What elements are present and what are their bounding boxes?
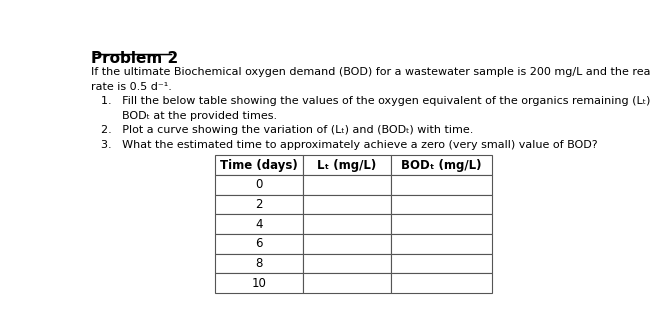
Bar: [303, 156, 391, 175]
Text: If the ultimate Biochemical oxygen demand (BOD) for a wastewater sample is 200 m: If the ultimate Biochemical oxygen deman…: [91, 68, 650, 78]
Bar: [214, 156, 303, 175]
Bar: [214, 234, 303, 254]
Bar: [303, 234, 391, 254]
Bar: [391, 274, 492, 293]
Bar: [303, 195, 391, 214]
Text: 6: 6: [255, 238, 263, 250]
Text: Time (days): Time (days): [220, 159, 298, 172]
Text: 0: 0: [255, 178, 263, 192]
Bar: [214, 175, 303, 195]
Text: 2.   Plot a curve showing the variation of (Lₜ) and (BODₜ) with time.: 2. Plot a curve showing the variation of…: [101, 125, 474, 135]
Text: BODₜ (mg/L): BODₜ (mg/L): [401, 159, 482, 172]
Text: 10: 10: [252, 277, 266, 290]
Bar: [391, 214, 492, 234]
Bar: [391, 234, 492, 254]
Bar: [303, 274, 391, 293]
Text: 3.   What the estimated time to approximately achieve a zero (very small) value : 3. What the estimated time to approximat…: [101, 140, 598, 150]
Bar: [303, 254, 391, 274]
Text: Lₜ (mg/L): Lₜ (mg/L): [317, 159, 376, 172]
Bar: [391, 195, 492, 214]
Text: rate is 0.5 d⁻¹.: rate is 0.5 d⁻¹.: [91, 82, 172, 92]
Text: 2: 2: [255, 198, 263, 211]
Bar: [214, 274, 303, 293]
Bar: [303, 214, 391, 234]
Bar: [391, 254, 492, 274]
Bar: [214, 254, 303, 274]
Bar: [214, 195, 303, 214]
Bar: [214, 214, 303, 234]
Bar: [303, 175, 391, 195]
Text: Problem 2: Problem 2: [91, 51, 179, 66]
Text: 1.   Fill the below table showing the values of the oxygen equivalent of the org: 1. Fill the below table showing the valu…: [101, 96, 650, 106]
Bar: [391, 156, 492, 175]
Text: BODₜ at the provided times.: BODₜ at the provided times.: [101, 111, 278, 121]
Bar: [391, 175, 492, 195]
Text: 8: 8: [255, 257, 263, 270]
Text: 4: 4: [255, 218, 263, 231]
